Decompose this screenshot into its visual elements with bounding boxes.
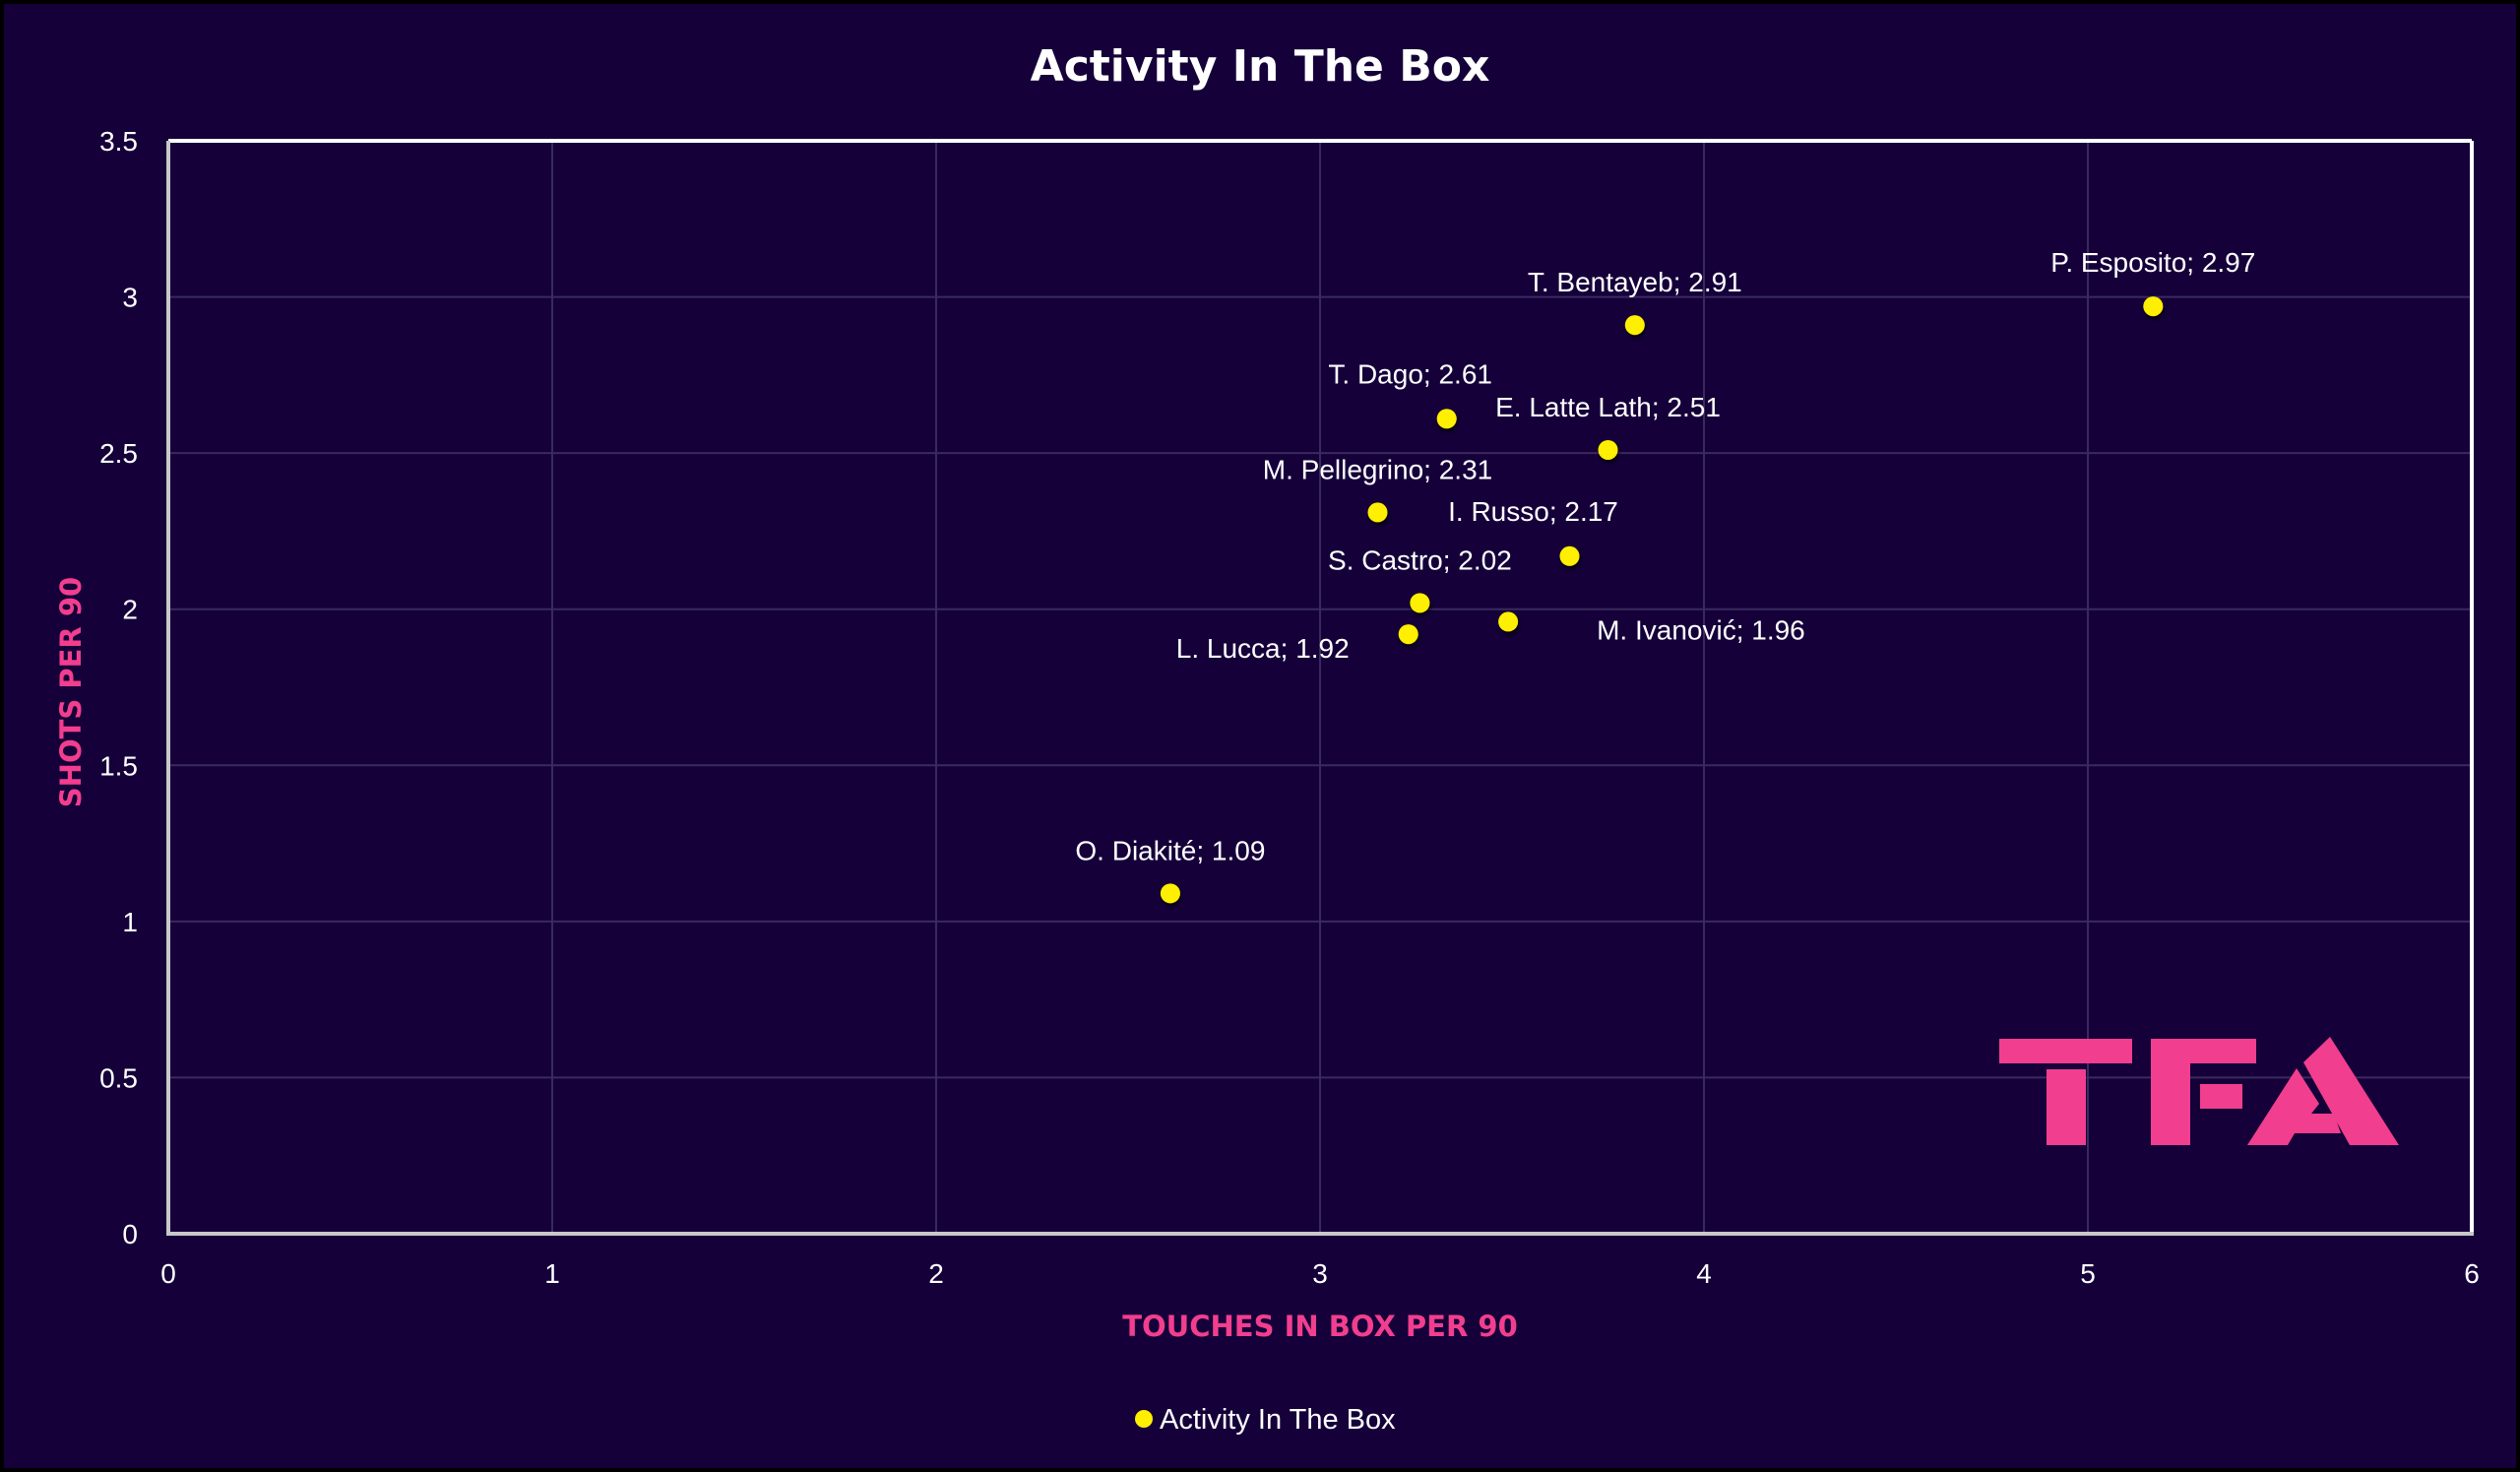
y-tick-label: 2.5 bbox=[99, 438, 138, 469]
data-point-group: T. Bentayeb; 2.91 bbox=[1528, 267, 1742, 336]
data-label: L. Lucca; 1.92 bbox=[1176, 633, 1350, 664]
x-axis-ticks: 0 1 2 3 4 5 6 bbox=[160, 1258, 2480, 1289]
x-tick-label: 1 bbox=[544, 1258, 560, 1289]
chart-title: Activity In The Box bbox=[1031, 41, 1490, 92]
data-point[interactable] bbox=[1598, 439, 1618, 460]
y-tick-label: 1.5 bbox=[99, 750, 138, 781]
data-label: M. Ivanović; 1.96 bbox=[1597, 614, 1805, 645]
data-label: T. Dago; 2.61 bbox=[1328, 358, 1492, 389]
data-label: M. Pellegrino; 2.31 bbox=[1263, 454, 1492, 484]
y-tick-label: 2 bbox=[122, 595, 138, 625]
y-axis-ticks: 0 0.5 1 1.5 2 2.5 3 3.5 bbox=[99, 126, 138, 1249]
data-point[interactable] bbox=[1367, 502, 1388, 523]
logo-t-bar bbox=[1999, 1039, 2132, 1063]
scatter-chart: Activity In The Box 0 0.5 1 1.5 2 2.5 3 3.5 0 1 2… bbox=[54, 41, 2480, 1436]
data-label: E. Latte Lath; 2.51 bbox=[1495, 392, 1721, 422]
data-points: P. Esposito; 2.97 T. Bentayeb; 2.91 T. Dag… bbox=[1075, 247, 2255, 904]
logo-a-left bbox=[2247, 1068, 2341, 1145]
data-point[interactable] bbox=[2143, 296, 2164, 317]
data-point[interactable] bbox=[1410, 593, 1430, 613]
tfa-logo bbox=[1999, 1037, 2399, 1145]
gridlines bbox=[168, 141, 2472, 1234]
data-label: O. Diakité; 1.09 bbox=[1075, 835, 1265, 865]
data-point-group: E. Latte Lath; 2.51 bbox=[1495, 392, 1721, 460]
data-point-group: I. Russo; 2.17 bbox=[1448, 496, 1618, 566]
y-tick-label: 0 bbox=[122, 1219, 138, 1249]
data-point-group: M. Ivanović; 1.96 bbox=[1498, 611, 1805, 645]
data-point-group: O. Diakité; 1.09 bbox=[1075, 835, 1265, 904]
legend: Activity In The Box bbox=[1135, 1404, 1396, 1436]
y-tick-label: 3.5 bbox=[99, 126, 138, 157]
x-axis-title: TOUCHES IN BOX PER 90 bbox=[1122, 1310, 1518, 1343]
data-point-group: M. Pellegrino; 2.31 bbox=[1263, 454, 1492, 523]
y-tick-label: 3 bbox=[122, 283, 138, 313]
data-point[interactable] bbox=[1436, 409, 1457, 429]
data-point[interactable] bbox=[1559, 545, 1580, 566]
data-point[interactable] bbox=[1624, 315, 1645, 336]
data-label: P. Esposito; 2.97 bbox=[2050, 247, 2255, 278]
data-point-group: P. Esposito; 2.97 bbox=[2050, 247, 2255, 317]
logo-t-stem bbox=[2047, 1069, 2086, 1145]
x-tick-label: 3 bbox=[1312, 1258, 1328, 1289]
data-point-group: S. Castro; 2.02 bbox=[1328, 544, 1512, 613]
y-axis-title: SHOTS PER 90 bbox=[54, 577, 88, 807]
data-label: S. Castro; 2.02 bbox=[1328, 544, 1512, 575]
x-tick-label: 6 bbox=[2464, 1258, 2480, 1289]
legend-label: Activity In The Box bbox=[1160, 1404, 1396, 1436]
logo-a-right bbox=[2303, 1037, 2399, 1145]
data-point-group: T. Dago; 2.61 bbox=[1328, 358, 1492, 429]
data-point[interactable] bbox=[1398, 624, 1418, 645]
logo-f-top bbox=[2151, 1039, 2256, 1063]
plot-border bbox=[166, 139, 2474, 1236]
x-tick-label: 5 bbox=[2080, 1258, 2096, 1289]
logo-f-stem bbox=[2151, 1063, 2190, 1145]
logo-f-mid bbox=[2200, 1084, 2242, 1109]
data-point-group: L. Lucca; 1.92 bbox=[1176, 624, 1418, 664]
data-point[interactable] bbox=[1160, 883, 1180, 904]
x-tick-label: 0 bbox=[160, 1258, 176, 1289]
x-tick-label: 2 bbox=[928, 1258, 944, 1289]
data-label: I. Russo; 2.17 bbox=[1448, 496, 1618, 527]
legend-marker bbox=[1135, 1410, 1153, 1428]
y-tick-label: 1 bbox=[122, 907, 138, 937]
x-tick-label: 4 bbox=[1696, 1258, 1712, 1289]
data-point[interactable] bbox=[1498, 611, 1519, 632]
data-label: T. Bentayeb; 2.91 bbox=[1528, 267, 1742, 297]
y-tick-label: 0.5 bbox=[99, 1062, 138, 1093]
